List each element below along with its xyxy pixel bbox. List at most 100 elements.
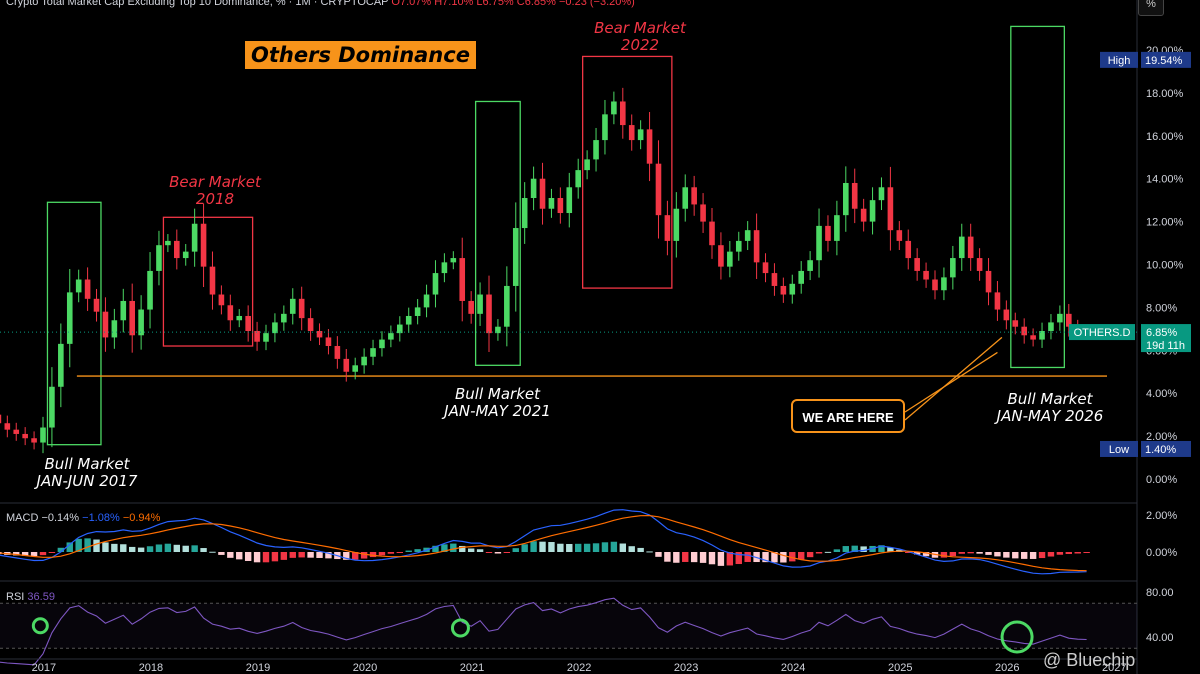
bull-2021-box [474,100,521,366]
candle-body [932,279,938,291]
candle-body [673,208,680,241]
candle-body [905,240,912,259]
bear-2022-box [582,55,673,289]
candle-body [593,140,599,160]
macd-histogram-bar [360,552,368,559]
price-tick-label: 16.00% [1146,131,1184,143]
bull-2017-line2: JAN-JUN 2017 [36,472,138,490]
candle-body [13,429,20,434]
macd-histogram-bar [682,552,689,562]
macd-histogram-bar [182,545,189,552]
high-badge-label-bg [1100,51,1138,68]
candle-body [156,245,162,271]
macd-histogram-bar [39,552,47,556]
candle-body [102,311,109,338]
time-tick-label: 2018 [139,662,163,674]
bull-2021-line1: Bull Market [455,385,540,403]
macd-histogram-bar [1047,552,1055,557]
candle-body [236,315,243,321]
macd-histogram-bar [218,552,225,555]
candle-body [780,285,787,295]
macd-histogram-bar [146,546,154,552]
time-tick-label: 2024 [781,662,805,674]
candle-body [209,266,216,295]
candle-body [1057,313,1063,323]
candle-body [843,182,849,216]
candle-body [254,330,260,342]
macd-histogram-bar [913,552,921,555]
macd-histogram-bar [922,552,930,557]
macd-histogram-bar [690,552,698,563]
current-value-bg [1141,324,1191,353]
macd-histogram-bar [958,552,965,554]
macd-histogram-bar [75,538,82,552]
candle-body [744,230,751,241]
rsi-tick-label: 40.00 [1146,632,1174,644]
macd-histogram-bar [209,551,216,553]
macd-histogram-bar [129,546,136,552]
macd-histogram-bar [771,552,778,563]
macd-line-value: −1.08% [82,512,120,524]
macd-pane: 2.00% 0.00% [0,502,1177,575]
candle-body [111,320,118,338]
time-tick-label: 2023 [674,662,698,674]
macd-histogram-bar [592,543,600,552]
rsi-value: 36.59 [27,591,55,603]
macd-histogram-bar [583,543,591,552]
macd-histogram-bar [1083,552,1090,554]
bull-2026-line2: JAN-MAY 2026 [996,407,1104,425]
candle-body [138,309,144,336]
candle-body [655,163,662,216]
macd-histogram-bar [789,552,796,562]
candle-body [646,129,653,164]
candle-body [834,215,840,241]
time-tick-label: 2025 [888,662,912,674]
candle-body [486,294,492,334]
candle-body [521,198,528,229]
ohlc-open: O7.07% [391,0,432,8]
macd-histogram-bar [432,545,439,552]
macd-histogram-bar [673,552,680,563]
macd-histogram-bar [1065,552,1072,554]
candle-body [1039,330,1045,340]
bull-2026-line1: Bull Market [1007,390,1093,408]
candle-body [432,273,439,295]
candle-body [789,283,796,295]
time-tick-label: 2017 [32,662,56,674]
candle-body [896,230,903,241]
time-tick-label: 2020 [353,662,377,674]
candle-body [120,300,127,321]
macd-histogram-bar [21,552,29,556]
candle-body [459,258,466,301]
candle-body [174,240,180,259]
candle-body [1012,320,1019,327]
macd-histogram-bar [66,542,73,552]
bull-2017-line1: Bull Market [44,455,130,473]
bear-2022-line2: 2022 [620,36,660,54]
macd-histogram-bar [227,552,234,558]
candle-body [557,198,564,214]
rsi-line [0,597,1087,666]
candle-body [914,258,920,271]
candle-body [566,187,573,214]
candle-body [0,414,2,424]
macd-signal-value: −0.94% [122,512,161,524]
macd-legend: MACD −0.14% −1.08% −0.94% [6,512,160,524]
macd-histogram-bar [298,552,305,558]
chart-title: Others Dominance [245,41,476,69]
low-badge-value: 1.40% [1145,444,1176,456]
percent-scale-button[interactable]: % [1138,0,1164,16]
candle-body [851,182,858,209]
candle-body [512,228,519,286]
macd-hist-value: −0.14% [41,512,80,524]
price-tick-label: 2.00% [1146,431,1177,443]
macd-histogram-bar [610,541,618,552]
candle-body [4,423,11,430]
macd-histogram-bar [566,543,573,552]
ohlc-close: C6.85% [516,0,556,8]
macd-histogram-bar [1029,552,1037,559]
candle-body [352,365,358,372]
bar-countdown: 19d 11h [1146,340,1185,352]
high-badge-value-bg [1141,51,1191,68]
macd-histogram-bar [343,552,350,560]
